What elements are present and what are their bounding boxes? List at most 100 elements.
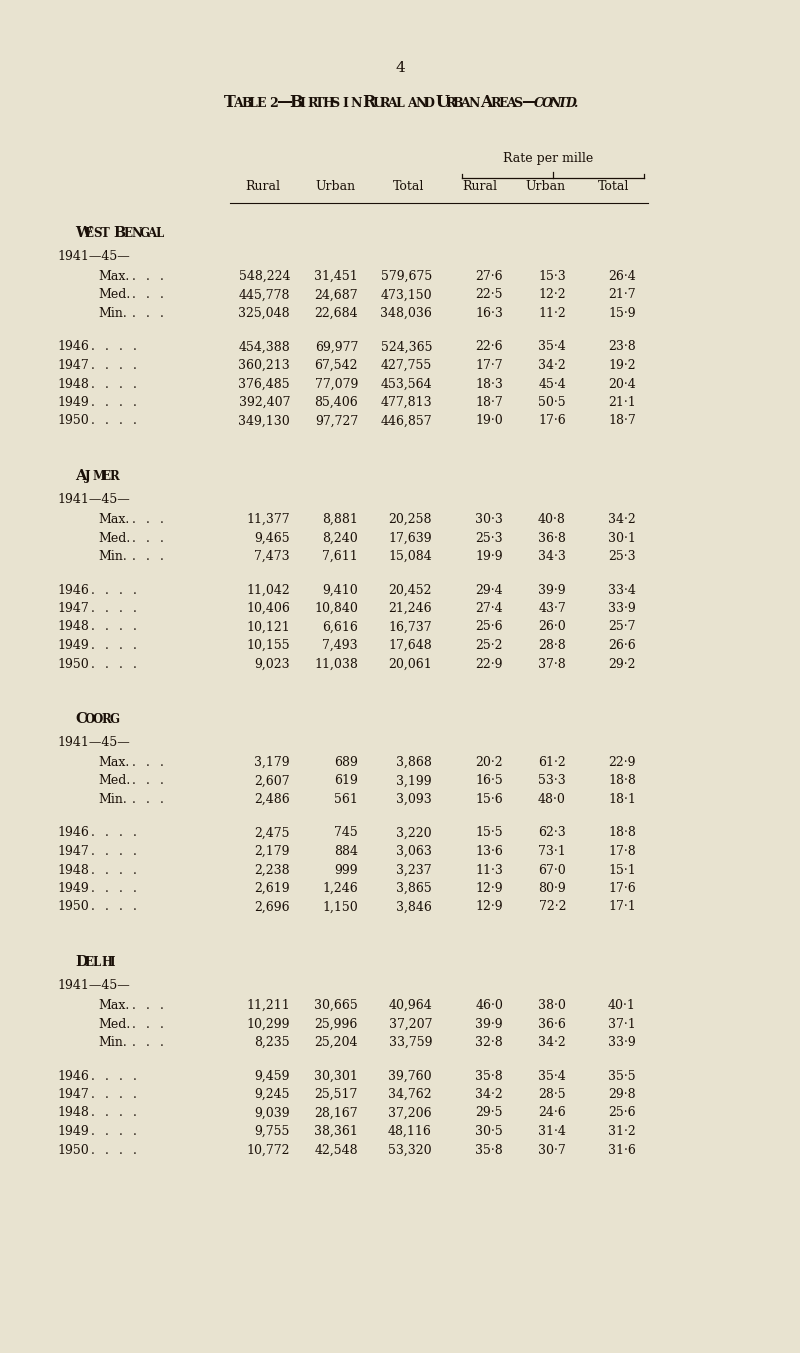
Text: .: . — [91, 827, 95, 839]
Text: .: . — [132, 793, 136, 806]
Text: .: . — [160, 307, 164, 321]
Text: .: . — [132, 1036, 136, 1049]
Text: 34·2: 34·2 — [608, 513, 636, 526]
Text: .: . — [133, 602, 137, 616]
Text: 427,755: 427,755 — [381, 359, 432, 372]
Text: 10,121: 10,121 — [246, 621, 290, 633]
Text: Min.: Min. — [98, 307, 126, 321]
Text: 12·9: 12·9 — [475, 882, 503, 894]
Text: .: . — [119, 882, 123, 894]
Text: 1946: 1946 — [57, 1069, 89, 1082]
Text: 10,406: 10,406 — [246, 602, 290, 616]
Text: 11·3: 11·3 — [475, 863, 503, 877]
Text: 1946: 1946 — [57, 827, 89, 839]
Text: 15·1: 15·1 — [608, 863, 636, 877]
Text: U: U — [435, 93, 449, 111]
Text: 9,465: 9,465 — [254, 532, 290, 544]
Text: 31·4: 31·4 — [538, 1124, 566, 1138]
Text: .: . — [133, 621, 137, 633]
Text: 20,452: 20,452 — [389, 583, 432, 597]
Text: 22,684: 22,684 — [314, 307, 358, 321]
Text: 1941—45—: 1941—45— — [57, 736, 130, 750]
Text: A: A — [407, 97, 418, 110]
Text: A: A — [147, 227, 157, 239]
Text: 34·2: 34·2 — [538, 1036, 566, 1049]
Text: 477,813: 477,813 — [380, 396, 432, 409]
Text: .: . — [105, 846, 109, 858]
Text: 48,116: 48,116 — [388, 1124, 432, 1138]
Text: 2: 2 — [269, 97, 278, 110]
Text: Min.: Min. — [98, 551, 126, 563]
Text: O: O — [85, 713, 95, 727]
Text: 35·8: 35·8 — [475, 1069, 503, 1082]
Text: 446,857: 446,857 — [380, 414, 432, 428]
Text: O: O — [542, 97, 553, 110]
Text: Med.: Med. — [98, 774, 130, 787]
Text: 33·9: 33·9 — [608, 602, 636, 616]
Text: 11,042: 11,042 — [246, 583, 290, 597]
Text: Med.: Med. — [98, 1017, 130, 1031]
Text: .: . — [573, 97, 577, 110]
Text: 43·7: 43·7 — [538, 602, 566, 616]
Text: 18·7: 18·7 — [475, 396, 503, 409]
Text: R: R — [445, 97, 455, 110]
Text: .: . — [132, 532, 136, 544]
Text: .: . — [133, 396, 137, 409]
Text: .: . — [105, 1107, 109, 1119]
Text: O: O — [93, 713, 103, 727]
Text: 999: 999 — [334, 863, 358, 877]
Text: 40·8: 40·8 — [538, 513, 566, 526]
Text: 325,048: 325,048 — [238, 307, 290, 321]
Text: .: . — [160, 793, 164, 806]
Text: .: . — [91, 341, 95, 353]
Text: .: . — [119, 1088, 123, 1101]
Text: 18·7: 18·7 — [608, 414, 636, 428]
Text: .: . — [105, 658, 109, 671]
Text: 35·4: 35·4 — [538, 341, 566, 353]
Text: 376,485: 376,485 — [238, 377, 290, 391]
Text: 20,061: 20,061 — [388, 658, 432, 671]
Text: .: . — [133, 583, 137, 597]
Text: 35·4: 35·4 — [538, 1069, 566, 1082]
Text: .: . — [146, 1017, 150, 1031]
Text: .: . — [160, 513, 164, 526]
Text: 27·6: 27·6 — [475, 271, 503, 283]
Text: M: M — [93, 469, 106, 483]
Text: N: N — [468, 97, 480, 110]
Text: 1948: 1948 — [57, 863, 89, 877]
Text: .: . — [91, 901, 95, 913]
Text: Urban: Urban — [525, 180, 565, 193]
Text: 33,759: 33,759 — [389, 1036, 432, 1049]
Text: Med.: Med. — [98, 532, 130, 544]
Text: .: . — [105, 396, 109, 409]
Text: 1949: 1949 — [57, 396, 89, 409]
Text: .: . — [105, 602, 109, 616]
Text: 36·8: 36·8 — [538, 532, 566, 544]
Text: 8,235: 8,235 — [254, 1036, 290, 1049]
Text: .: . — [119, 1069, 123, 1082]
Text: 62·3: 62·3 — [538, 827, 566, 839]
Text: 30·5: 30·5 — [475, 1124, 503, 1138]
Text: 25·2: 25·2 — [475, 639, 503, 652]
Text: .: . — [105, 583, 109, 597]
Text: .: . — [146, 1036, 150, 1049]
Text: 7,611: 7,611 — [322, 551, 358, 563]
Text: .: . — [133, 863, 137, 877]
Text: 26·6: 26·6 — [608, 639, 636, 652]
Text: .: . — [91, 621, 95, 633]
Text: 1,246: 1,246 — [322, 882, 358, 894]
Text: 37,207: 37,207 — [389, 1017, 432, 1031]
Text: .: . — [160, 1036, 164, 1049]
Text: 9,459: 9,459 — [254, 1069, 290, 1082]
Text: 10,155: 10,155 — [246, 639, 290, 652]
Text: 37,206: 37,206 — [388, 1107, 432, 1119]
Text: 29·2: 29·2 — [609, 658, 636, 671]
Text: .: . — [105, 827, 109, 839]
Text: J: J — [85, 469, 90, 483]
Text: 25·3: 25·3 — [475, 532, 503, 544]
Text: A: A — [461, 97, 470, 110]
Text: .: . — [91, 846, 95, 858]
Text: .: . — [119, 621, 123, 633]
Text: .: . — [133, 1107, 137, 1119]
Text: R: R — [362, 93, 375, 111]
